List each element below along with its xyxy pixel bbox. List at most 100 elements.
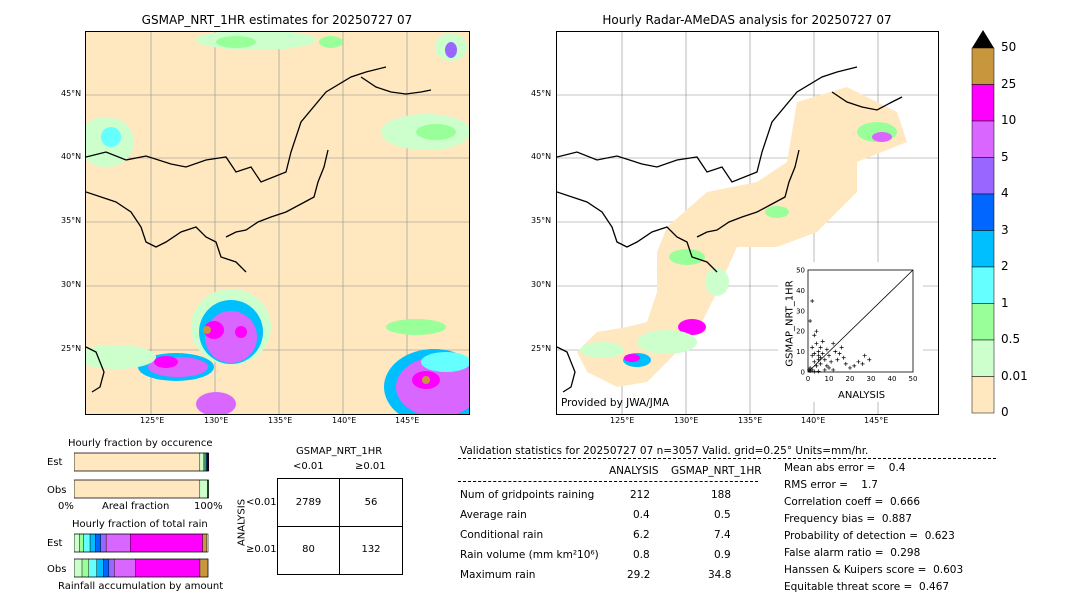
colorbar-label: 25 (1001, 76, 1017, 91)
occurrence-axis-right: 100% (194, 501, 223, 512)
stacked-bar-segment (79, 533, 84, 553)
colorbar-segment (971, 120, 995, 158)
totalrain-row-obs: Obs (47, 564, 67, 575)
scatter-point (841, 355, 846, 360)
right-lon-tick: 125°E (610, 416, 635, 425)
right-coverage (577, 87, 907, 387)
validation-score: RMS error = 1.7 (784, 479, 878, 491)
validation-score: Probability of detection = 0.623 (784, 530, 955, 542)
left-lat-tick: 45°N (61, 89, 82, 98)
colorbar-segment (971, 266, 995, 304)
right-lat-tick: 40°N (531, 152, 552, 161)
stacked-bar-segment (89, 533, 96, 553)
scatter-point (816, 353, 821, 358)
left-map (85, 31, 470, 415)
scatter-point (824, 363, 829, 368)
scatter-point (810, 353, 815, 358)
colorbar-segment (971, 230, 995, 268)
contingency-cell: 132 (361, 544, 381, 555)
left-coastlines (86, 66, 432, 393)
scatter-point (807, 367, 812, 372)
scatter-point (820, 339, 825, 344)
validation-divider (458, 458, 996, 459)
scatter-point (852, 363, 857, 368)
stacked-bar-segment (130, 533, 203, 553)
right-lat-tick: 25°N (531, 344, 552, 353)
validation-score: Equitable threat score = 0.467 (784, 581, 950, 593)
colorbar-label: 10 (1001, 113, 1017, 127)
scatter-point (816, 369, 821, 374)
left-lat-tick: 25°N (61, 344, 82, 353)
stacked-bar-segment (135, 558, 201, 578)
left-lon-tick: 140°E (332, 416, 357, 425)
scatter-point (816, 357, 821, 362)
validation-row-label: Num of gridpoints raining (460, 489, 595, 501)
stacked-bar-segment (74, 452, 201, 472)
stacked-bar-outline (74, 558, 209, 578)
contingency-grid: 2789 56 80 132 (277, 478, 403, 575)
scatter-point (812, 351, 817, 356)
left-lon-tick: 125°E (140, 416, 165, 425)
validation-header: Validation statistics for 20250727 07 n=… (460, 445, 869, 457)
stacked-bar-outline (74, 479, 209, 499)
contingency-col-0: <0.01 (293, 461, 324, 472)
stacked-bar-segment (114, 558, 136, 578)
occurrence-axis-left: 0% (58, 501, 74, 512)
stacked-bar-segment (199, 558, 209, 578)
scatter-point (833, 349, 838, 354)
colorbar-label: 3 (1001, 222, 1009, 237)
stacked-bar-segment (74, 479, 201, 499)
scatter-ytick: 30 (796, 307, 805, 315)
scatter-diagonal (807, 269, 914, 373)
colorbar-segment (971, 339, 995, 377)
stacked-bar-segment (108, 558, 115, 578)
stacked-bar-segment (74, 558, 83, 578)
scatter-point (860, 361, 865, 366)
validation-row-gsmap: 7.4 (714, 529, 731, 541)
scatter-ytick: 50 (796, 267, 805, 275)
stacked-bar-segment (105, 533, 131, 553)
stacked-bar-segment (83, 533, 91, 553)
scatter-point (827, 353, 831, 358)
stacked-bar-segment (95, 533, 102, 553)
scatter-point (839, 345, 844, 350)
scatter-point (822, 357, 827, 362)
scatter-point (812, 359, 817, 364)
scatter-point (837, 351, 842, 356)
contingency-cell: 56 (364, 497, 378, 508)
colorbar-segment (971, 47, 995, 85)
right-lon-tick: 130°E (674, 416, 699, 425)
scatter-point (862, 353, 867, 358)
stacked-bar-segment (202, 533, 207, 553)
contingency-col-1: ≥0.01 (355, 461, 386, 472)
left-lat-tick: 35°N (61, 216, 82, 225)
colorbar-label: 0 (1001, 405, 1009, 419)
occurrence-chart (74, 452, 209, 499)
colorbar-label: 5 (1001, 149, 1009, 164)
validation-score: Frequency bias = 0.887 (784, 513, 912, 525)
contingency-cell: 2789 (295, 497, 322, 508)
right-lon-tick: 135°E (738, 416, 763, 425)
left-map-canvas (86, 32, 469, 414)
scatter-inset: 0 0 10 10 20 20 30 30 40 40 50 50 (778, 262, 923, 402)
scatter-point (824, 347, 829, 352)
validation-score: Mean abs error = 0.4 (784, 462, 906, 474)
validation-score: Correlation coeff = 0.666 (784, 496, 920, 508)
left-lon-tick: 135°E (268, 416, 293, 425)
left-lon-tick: 130°E (204, 416, 229, 425)
left-lat-tick: 30°N (61, 280, 82, 289)
stacked-bar-outline (74, 533, 209, 553)
stacked-bar-segment (88, 558, 97, 578)
scatter-point (818, 361, 823, 366)
scatter-point (835, 357, 840, 362)
scatter-point (810, 345, 815, 350)
stacked-bar-segment (81, 558, 89, 578)
scatter-point (827, 365, 831, 370)
validation-subdivider (458, 481, 758, 482)
scatter-xtick: 50 (909, 375, 918, 383)
totalrain-title: Hourly fraction of total rain (72, 519, 208, 530)
contingency-row-1: ≥0.01 (246, 544, 277, 555)
scatter-point (818, 355, 823, 360)
totalrain-chart (74, 533, 209, 578)
colorbar-segment (971, 193, 995, 231)
